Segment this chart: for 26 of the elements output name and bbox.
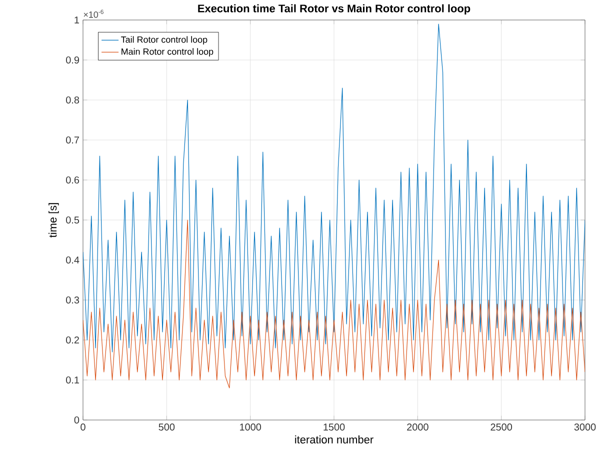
y-tick-label: 0 xyxy=(74,416,80,424)
legend-label: Tail Rotor control loop xyxy=(121,36,208,45)
y-tick-label: 1 xyxy=(74,16,79,24)
y-tick-label: 0.8 xyxy=(66,96,80,104)
text: ×10$^{-6}$ xyxy=(84,10,104,18)
y-tick-label: 0.9 xyxy=(66,56,80,64)
legend-label: Main Rotor control loop xyxy=(122,48,214,57)
x-tick-label: 2500 xyxy=(490,424,512,431)
x-axis-title: iteration number xyxy=(295,435,374,444)
y-tick-label: 0.7 xyxy=(66,136,79,144)
chart-title: Execution time Tail Rotor vs Main Rotor control loop xyxy=(198,4,470,14)
y-tick-label: 0.4 xyxy=(66,256,80,264)
line-series xyxy=(83,220,586,388)
x-tick-label: 1500 xyxy=(324,424,345,431)
line-series xyxy=(83,24,586,352)
x-tick-label: 2000 xyxy=(407,424,428,431)
x-tick-label: 3000 xyxy=(574,424,596,431)
y-tick-label: 0.2 xyxy=(66,336,79,344)
y-tick-label: 0.6 xyxy=(66,176,80,184)
y-tick-label: 0.5 xyxy=(66,216,80,224)
y-tick-label: 0.3 xyxy=(66,296,80,304)
y-tick-label: 0.1 xyxy=(66,376,79,384)
y-axis-title: time [s] xyxy=(48,203,59,238)
x-tick-label: 1000 xyxy=(240,424,262,431)
x-tick-label: 500 xyxy=(158,424,175,431)
x-tick-label: 0 xyxy=(80,424,86,431)
